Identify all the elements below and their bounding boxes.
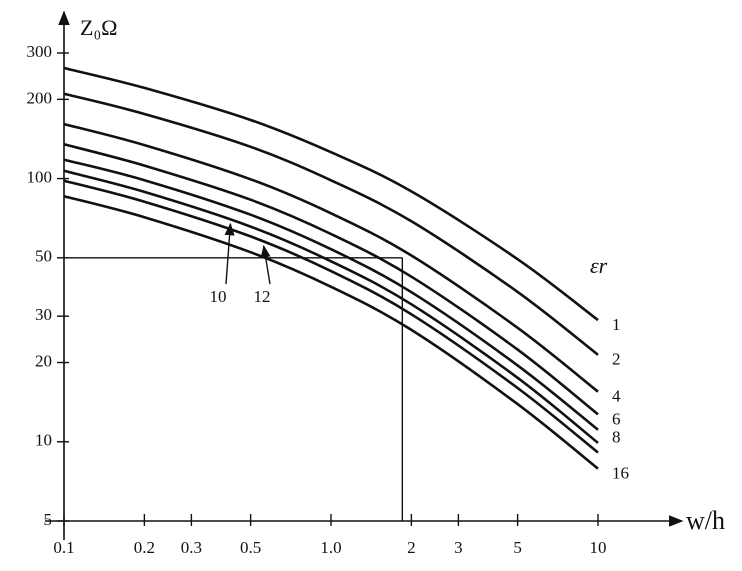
x-tick-label: 2: [407, 538, 416, 557]
series-line: [63, 179, 599, 454]
x-axis-label: w/h: [686, 506, 725, 535]
y-tick-label: 200: [27, 88, 53, 107]
x-tick-label: 1.0: [320, 538, 341, 557]
series-line: [63, 169, 599, 444]
y-tick-label: 30: [35, 305, 52, 324]
series-label: 1: [612, 315, 621, 334]
series-label: 8: [612, 427, 621, 446]
y-tick-label: 300: [27, 42, 53, 61]
y-tick-label: 50: [35, 247, 52, 266]
x-tick-label: 0.1: [53, 538, 74, 557]
series-line: [63, 158, 599, 431]
series-label: 4: [612, 387, 621, 406]
series-line: [63, 66, 599, 322]
x-tick-label: 5: [513, 538, 522, 557]
y-tick-label: 20: [35, 351, 52, 370]
series-label: 12: [254, 287, 271, 306]
x-tick-label: 0.5: [240, 538, 261, 557]
y-axis-label: Z₀Ω: [80, 15, 117, 40]
series-label: 10: [210, 287, 227, 306]
legend-title: εr: [590, 253, 608, 278]
series-line: [63, 122, 599, 393]
y-tick-label: 10: [35, 431, 52, 450]
series-line: [63, 194, 599, 470]
label-pointer: [260, 244, 271, 285]
y-tick-label: 100: [27, 167, 53, 186]
series-line: [63, 143, 599, 416]
x-tick-label: 3: [454, 538, 463, 557]
series-line: [63, 92, 599, 356]
series-label: 6: [612, 409, 621, 428]
label-pointer: [224, 222, 235, 285]
x-tick-label: 0.2: [134, 538, 155, 557]
y-tick-label: 5: [44, 510, 53, 529]
x-tick-label: 10: [590, 538, 607, 557]
series-label: 2: [612, 350, 621, 369]
x-tick-label: 0.3: [181, 538, 202, 557]
series-label: 16: [612, 464, 629, 483]
